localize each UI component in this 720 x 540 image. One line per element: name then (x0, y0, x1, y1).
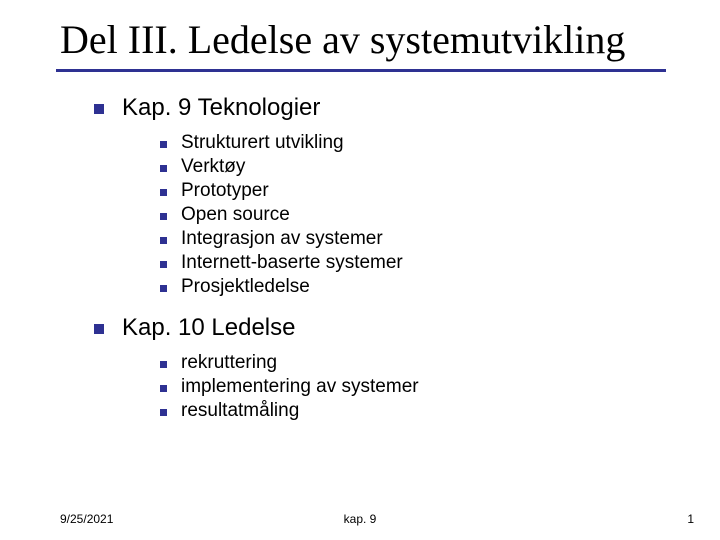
square-bullet-icon (160, 165, 167, 172)
list-item: Strukturert utvikling (181, 132, 344, 154)
square-bullet-icon (94, 104, 104, 114)
section-heading: Kap. 9 Teknologier (122, 94, 320, 122)
square-bullet-icon (94, 324, 104, 334)
sublist: Strukturert utvikling Verktøy Prototyper… (94, 132, 680, 298)
footer-page-number: 1 (687, 512, 694, 526)
list-item: Internett-baserte systemer (181, 252, 403, 274)
bullet-level2: Verktøy (160, 156, 680, 178)
list-item: Integrasjon av systemer (181, 228, 383, 250)
bullet-level2: Open source (160, 204, 680, 226)
list-item: rekruttering (181, 352, 277, 374)
slide-title: Del III. Ledelse av systemutvikling (60, 18, 680, 63)
bullet-level1: Kap. 10 Ledelse (94, 314, 680, 342)
square-bullet-icon (160, 385, 167, 392)
square-bullet-icon (160, 261, 167, 268)
list-item: Prosjektledelse (181, 276, 310, 298)
list-item: Prototyper (181, 180, 269, 202)
list-item: Verktøy (181, 156, 245, 178)
bullet-level2: Integrasjon av systemer (160, 228, 680, 250)
square-bullet-icon (160, 141, 167, 148)
bullet-level2: rekruttering (160, 352, 680, 374)
bullet-level2: Internett-baserte systemer (160, 252, 680, 274)
section-heading: Kap. 10 Ledelse (122, 314, 295, 342)
square-bullet-icon (160, 213, 167, 220)
list-item: implementering av systemer (181, 376, 419, 398)
slide: Del III. Ledelse av systemutvikling Kap.… (0, 0, 720, 540)
slide-content: Kap. 9 Teknologier Strukturert utvikling… (60, 72, 680, 422)
bullet-level2: Prosjektledelse (160, 276, 680, 298)
bullet-level2: implementering av systemer (160, 376, 680, 398)
square-bullet-icon (160, 285, 167, 292)
bullet-level1: Kap. 9 Teknologier (94, 94, 680, 122)
bullet-level2: resultatmåling (160, 400, 680, 422)
square-bullet-icon (160, 237, 167, 244)
list-item: resultatmåling (181, 400, 299, 422)
square-bullet-icon (160, 189, 167, 196)
footer-center: kap. 9 (0, 512, 720, 526)
bullet-level2: Prototyper (160, 180, 680, 202)
list-item: Open source (181, 204, 290, 226)
square-bullet-icon (160, 361, 167, 368)
sublist: rekruttering implementering av systemer … (94, 352, 680, 422)
bullet-level2: Strukturert utvikling (160, 132, 680, 154)
square-bullet-icon (160, 409, 167, 416)
